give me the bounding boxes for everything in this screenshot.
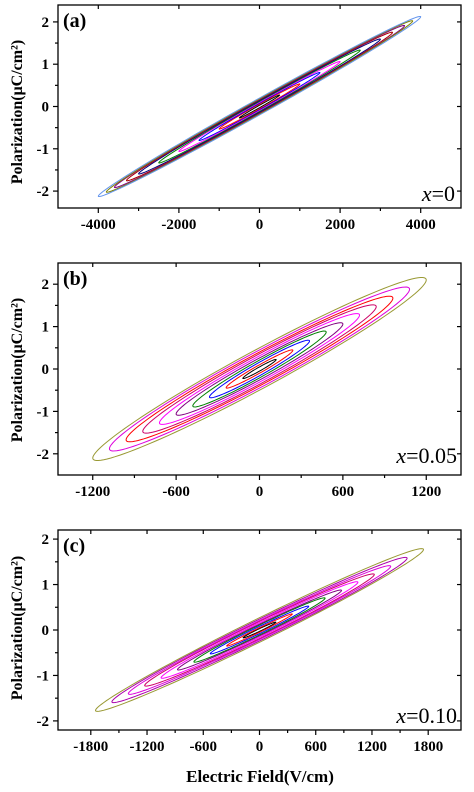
y-tick-label: 0 (42, 100, 50, 116)
x-tick-label: -600 (190, 739, 218, 755)
composition-variable: x (421, 181, 432, 206)
composition-value: =0.05 (406, 443, 457, 468)
x-axis-ticks: -1200 -600 0 600 1200 (75, 263, 441, 500)
y-axis-label: Polarization(μC/cm²) (9, 298, 26, 443)
hysteresis-loop-6 (138, 38, 381, 175)
y-tick-label: -1 (37, 142, 50, 158)
x-tick-label: 0 (256, 484, 264, 500)
hysteresis-loop-10 (94, 548, 425, 712)
hysteresis-loop-2 (225, 349, 294, 389)
y-tick-label: 2 (42, 15, 50, 31)
hysteresis-loop-3 (209, 605, 310, 655)
y-tick-label: -2 (37, 184, 50, 200)
panel-label: (c) (63, 535, 85, 557)
hysteresis-loops (94, 548, 425, 712)
hysteresis-loop-8 (127, 565, 392, 695)
y-tick-label: -1 (37, 404, 50, 420)
x-tick-label: -4000 (81, 217, 116, 233)
hysteresis-loops (97, 15, 422, 198)
hysteresis-loop-9 (105, 20, 414, 193)
y-tick-label: -2 (37, 447, 50, 463)
y-tick-label: 1 (42, 320, 50, 336)
hysteresis-loop-1 (242, 358, 277, 380)
hysteresis-loop-1 (238, 94, 281, 119)
x-tick-label: 1200 (357, 739, 387, 755)
panel-label: (b) (63, 268, 87, 290)
plot-frame (57, 4, 462, 209)
x-tick-label: 1200 (411, 484, 441, 500)
panel-label: (a) (63, 10, 86, 32)
x-tick-label: 0 (256, 217, 264, 233)
hysteresis-loop-9 (108, 286, 411, 452)
hysteresis-loop-8 (125, 295, 394, 443)
y-tick-label: -1 (37, 668, 50, 684)
y-axis-ticks: -2 -1 0 1 2 (37, 532, 461, 730)
panel-a: Polarization(μC/cm²) -4000 -2000 0 2000 4000… (9, 4, 462, 233)
hysteresis-loop-4 (178, 60, 341, 153)
hysteresis-loop-2 (226, 613, 293, 647)
x-tick-label: 2000 (325, 217, 355, 233)
y-tick-label: -2 (37, 714, 50, 730)
hysteresis-loop-4 (192, 330, 327, 408)
hysteresis-loop-7 (125, 31, 394, 182)
y-axis-ticks: -2 -1 0 1 2 (37, 15, 461, 200)
hysteresis-loop-5 (176, 589, 343, 671)
hysteresis-loops (92, 276, 427, 462)
y-axis-label: Polarization(μC/cm²) (9, 40, 26, 185)
x-tick-label: -2000 (161, 217, 196, 233)
x-axis-ticks: -4000 -2000 0 2000 4000 (81, 5, 436, 233)
x-tick-label: 600 (304, 739, 327, 755)
hysteresis-loop-6 (160, 581, 359, 679)
hysteresis-loop-5 (175, 322, 344, 416)
x-tick-label: 4000 (406, 217, 436, 233)
y-tick-label: 2 (42, 532, 50, 548)
x-tick-label: -1200 (75, 484, 110, 500)
composition-value: =0.10 (406, 703, 457, 728)
hysteresis-loop-2 (218, 83, 301, 130)
hysteresis-loop-3 (208, 339, 311, 399)
y-axis-label: Polarization(μC/cm²) (9, 556, 26, 701)
hysteresis-loop-3 (198, 71, 321, 142)
composition-label: x=0 (421, 181, 455, 206)
x-tick-label: -1200 (130, 739, 165, 755)
hysteresis-loop-7 (144, 573, 375, 687)
composition-value: =0 (432, 181, 455, 206)
hysteresis-loop-7 (142, 304, 377, 434)
hysteresis-loop-9 (111, 556, 408, 704)
x-tick-label: 0 (256, 739, 264, 755)
x-tick-label: -1800 (73, 739, 108, 755)
y-tick-label: 2 (42, 277, 50, 293)
composition-label: x=0.05 (395, 443, 457, 468)
y-tick-label: 1 (42, 578, 50, 594)
panel-c: Polarization(μC/cm²) -1800 -1200 -600 0 600 1… (9, 529, 462, 786)
panel-b: Polarization(μC/cm²) -1200 -600 0 600 1200 -… (9, 262, 462, 500)
hysteresis-loop-10 (92, 276, 427, 462)
y-axis-ticks: -2 -1 0 1 2 (37, 277, 461, 463)
composition-variable: x (395, 443, 406, 468)
plot-frame (57, 529, 462, 731)
hysteresis-loop-10 (97, 15, 422, 198)
y-tick-label: 0 (42, 362, 50, 378)
y-tick-label: 0 (42, 623, 50, 639)
hysteresis-loop-4 (193, 597, 326, 663)
hysteresis-loop-5 (158, 49, 361, 164)
y-tick-label: 1 (42, 57, 50, 73)
x-axis-ticks: -1800 -1200 -600 0 600 1200 1800 (73, 530, 443, 755)
hysteresis-loop-1 (242, 621, 277, 639)
x-tick-label: 600 (332, 484, 355, 500)
hysteresis-loop-8 (113, 24, 406, 189)
composition-label: x=0.10 (395, 703, 457, 728)
x-tick-label: 1800 (413, 739, 443, 755)
composition-variable: x (395, 703, 406, 728)
hysteresis-loop-6 (158, 313, 361, 425)
x-axis-label: Electric Field(V/cm) (186, 767, 334, 786)
x-tick-label: -600 (162, 484, 190, 500)
